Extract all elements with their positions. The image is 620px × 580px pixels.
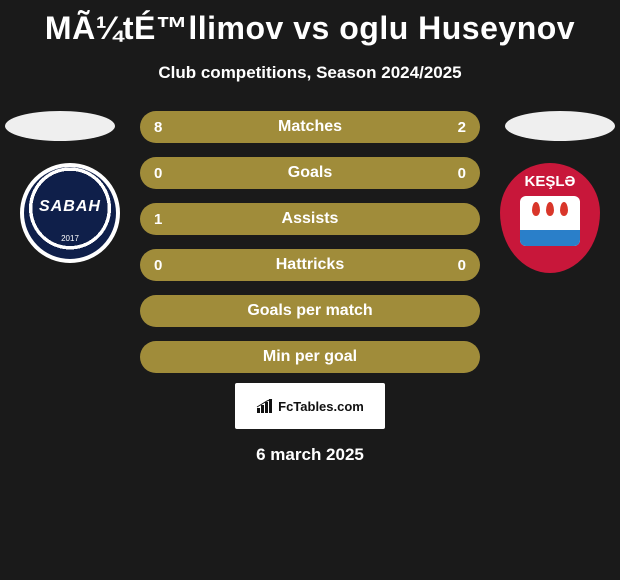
flame-icon	[560, 202, 568, 216]
sabah-badge: SABAH 2017	[20, 163, 120, 263]
sabah-year: 2017	[61, 234, 79, 243]
comparison-panel: SABAH 2017 KEŞLƏ 8 Matches 2 0 Goals 0 1	[0, 111, 620, 465]
flame-icon	[532, 202, 540, 216]
branding-text: FcTables.com	[278, 399, 364, 414]
stat-label: Goals	[288, 164, 332, 182]
stat-value-right: 0	[458, 257, 466, 274]
stat-label: Min per goal	[263, 348, 357, 366]
team-logo-right: KEŞLƏ	[500, 163, 600, 273]
chart-icon	[256, 399, 274, 413]
stats-list: 8 Matches 2 0 Goals 0 1 Assists 0 Hattri…	[140, 111, 480, 373]
stat-row-hattricks: 0 Hattricks 0	[140, 249, 480, 281]
stat-row-gpm: Goals per match	[140, 295, 480, 327]
stat-value-right: 2	[458, 119, 466, 136]
kesla-name: KEŞLƏ	[525, 173, 576, 190]
sabah-name: SABAH	[39, 198, 101, 216]
kesla-badge: KEŞLƏ	[500, 163, 600, 273]
stat-value-right: 0	[458, 165, 466, 182]
stat-label: Goals per match	[247, 302, 372, 320]
date-label: 6 march 2025	[0, 445, 620, 465]
stat-row-assists: 1 Assists	[140, 203, 480, 235]
stat-row-matches: 8 Matches 2	[140, 111, 480, 143]
stat-label: Assists	[282, 210, 339, 228]
page-title: MÃ¼tÉ™llimov vs oglu Huseynov	[0, 0, 620, 47]
stat-row-goals: 0 Goals 0	[140, 157, 480, 189]
stat-label: Hattricks	[276, 256, 344, 274]
stat-value-left: 0	[154, 257, 162, 274]
kesla-emblem	[520, 196, 580, 246]
flame-icon	[546, 202, 554, 216]
stat-value-left: 0	[154, 165, 162, 182]
branding-badge: FcTables.com	[235, 383, 385, 429]
stat-value-left: 8	[154, 119, 162, 136]
stat-label: Matches	[278, 118, 342, 136]
team-logo-left: SABAH 2017	[20, 163, 120, 273]
waves-icon	[520, 230, 580, 246]
subtitle: Club competitions, Season 2024/2025	[0, 63, 620, 83]
player-indicator-left	[5, 111, 115, 141]
stat-value-left: 1	[154, 211, 162, 228]
stat-row-mpg: Min per goal	[140, 341, 480, 373]
player-indicator-right	[505, 111, 615, 141]
